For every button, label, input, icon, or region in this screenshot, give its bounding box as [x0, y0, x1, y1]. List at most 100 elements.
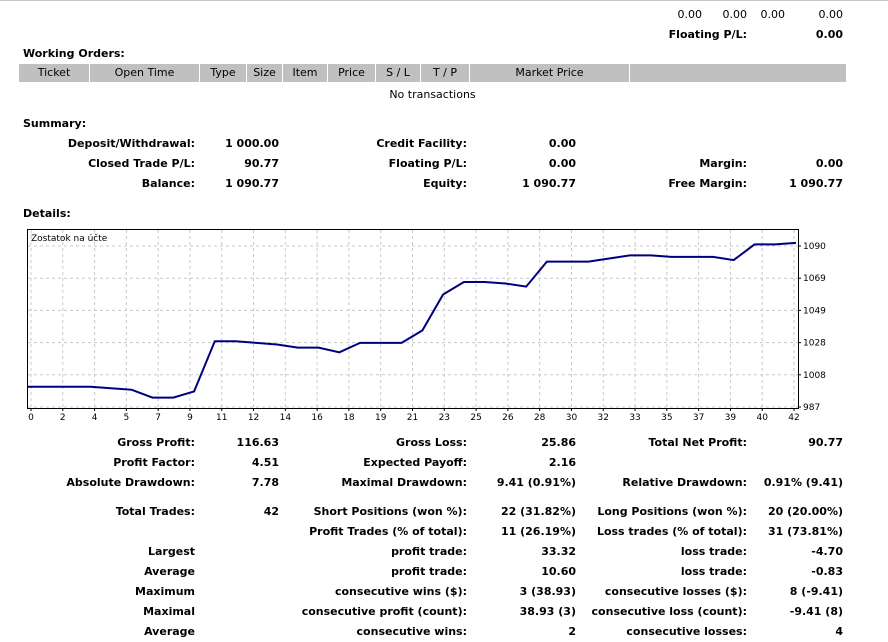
maximal-profit-label: consecutive profit (count): — [301, 605, 467, 618]
total-net-profit-value: 90.77 — [808, 436, 843, 449]
max-consecutive-wins-label: consecutive wins ($): — [334, 585, 467, 598]
chart-x-tick-label: 11 — [216, 413, 227, 423]
average-loss-label: loss trade: — [680, 565, 747, 578]
average-profit-value: 10.60 — [541, 565, 576, 578]
chart-x-tick-label: 26 — [502, 413, 514, 423]
maximal-drawdown-label: Maximal Drawdown: — [341, 476, 467, 489]
chart-y-tick-label: 1028 — [803, 339, 826, 349]
chart-x-tick-label: 35 — [661, 413, 672, 423]
maximal-loss-label: consecutive loss (count): — [591, 605, 747, 618]
loss-trades-label: Loss trades (% of total): — [596, 525, 747, 538]
average-label: Average — [144, 565, 195, 578]
chart-x-tick-label: 30 — [566, 413, 578, 423]
no-transactions-text: No transactions — [389, 88, 476, 101]
balance-label: Balance: — [141, 177, 195, 190]
profit-trades-value: 11 (26.19%) — [500, 525, 576, 538]
profit-factor-label: Profit Factor: — [113, 456, 195, 469]
chart-x-ticks: 0 2 4 5 7 9 11 12 14 16 18 19 21 23 25 26 28 30 32 33 35 37 39… — [28, 408, 800, 423]
max-consecutive-losses-value: 8 (-9.41) — [789, 585, 843, 598]
column-header-open-time[interactable]: Open Time — [90, 64, 200, 82]
maximum-label: Maximum — [135, 585, 195, 598]
chart-x-tick-label: 32 — [598, 413, 609, 423]
average-profit-label: profit trade: — [391, 565, 467, 578]
chart-x-tick-label: 23 — [439, 413, 450, 423]
absolute-drawdown-value: 7.78 — [251, 476, 279, 489]
summary-title: Summary: — [23, 117, 87, 130]
chart-x-tick-label: 42 — [788, 413, 799, 423]
chart-x-tick-label: 5 — [124, 413, 130, 423]
summary-floating-value: 0.00 — [548, 157, 576, 170]
avg-consecutive-losses-value: 4 — [835, 625, 843, 638]
chart-x-tick-label: 2 — [60, 413, 66, 423]
summary-floating-label: Floating P/L: — [388, 157, 467, 170]
chart-series-line — [28, 241, 797, 399]
relative-drawdown-label: Relative Drawdown: — [622, 476, 747, 489]
chart-x-tick-label: 4 — [92, 413, 98, 423]
largest-loss-value: -4.70 — [811, 545, 843, 558]
free-margin-label: Free Margin: — [668, 177, 747, 190]
expected-payoff-label: Expected Payoff: — [363, 456, 467, 469]
chart-y-tick-label: 987 — [803, 403, 820, 413]
largest-profit-value: 33.32 — [541, 545, 576, 558]
maximal-profit-value: 38.93 (3) — [519, 605, 576, 618]
top-value-1: 0.00 — [677, 8, 703, 21]
working-orders-title: Working Orders: — [23, 47, 125, 60]
chart-x-tick-label: 19 — [375, 413, 387, 423]
top-border — [0, 0, 888, 1]
margin-value: 0.00 — [815, 157, 843, 170]
short-positions-value: 22 (31.82%) — [500, 505, 576, 518]
largest-profit-label: profit trade: — [391, 545, 467, 558]
chart-x-tick-label: 28 — [534, 413, 546, 423]
chart-x-tick-label: 9 — [187, 413, 193, 423]
chart-y-tick-label: 1069 — [803, 274, 826, 284]
short-positions-label: Short Positions (won %): — [313, 505, 467, 518]
column-header-ticket[interactable]: Ticket — [19, 64, 90, 82]
chart-x-tick-label: 21 — [407, 413, 418, 423]
chart-x-tick-label: 12 — [248, 413, 259, 423]
column-header-tp[interactable]: T / P — [421, 64, 470, 82]
maximal-label: Maximal — [143, 605, 195, 618]
profit-trades-label: Profit Trades (% of total): — [309, 525, 467, 538]
closed-trade-value: 90.77 — [244, 157, 279, 170]
top-floating-label: Floating P/L: — [668, 28, 747, 41]
avg-consecutive-wins-label: consecutive wins: — [356, 625, 467, 638]
column-header-size[interactable]: Size — [247, 64, 283, 82]
chart-title: Zostatok na účte — [31, 233, 108, 244]
equity-label: Equity: — [423, 177, 467, 190]
largest-loss-label: loss trade: — [680, 545, 747, 558]
largest-label: Largest — [148, 545, 195, 558]
relative-drawdown-value: 0.91% (9.41) — [763, 476, 843, 489]
column-header-market-price[interactable]: Market Price — [470, 64, 630, 82]
column-header-blank — [630, 64, 846, 82]
gross-loss-value: 25.86 — [541, 436, 576, 449]
chart-plot-area — [27, 229, 799, 409]
chart-grid — [28, 230, 798, 408]
chart-y-tick-label: 1008 — [803, 371, 826, 381]
free-margin-value: 1 090.77 — [789, 177, 843, 190]
top-value-2: 0.00 — [722, 8, 748, 21]
chart-x-tick-label: 14 — [280, 413, 292, 423]
total-trades-value: 42 — [263, 505, 279, 518]
average-loss-value: -0.83 — [811, 565, 843, 578]
chart-y-tick-label: 1049 — [803, 306, 826, 316]
column-header-type[interactable]: Type — [200, 64, 247, 82]
long-positions-value: 20 (20.00%) — [767, 505, 843, 518]
chart-x-tick-label: 39 — [725, 413, 737, 423]
chart-y-tick-label: 1090 — [803, 242, 826, 252]
chart-x-tick-label: 37 — [693, 413, 704, 423]
loss-trades-value: 31 (73.81%) — [767, 525, 843, 538]
chart-x-tick-label: 25 — [470, 413, 481, 423]
top-value-3: 0.00 — [760, 8, 786, 21]
total-trades-label: Total Trades: — [115, 505, 195, 518]
column-header-item[interactable]: Item — [283, 64, 328, 82]
maximal-loss-value: -9.41 (8) — [789, 605, 843, 618]
column-header-sl[interactable]: S / L — [376, 64, 421, 82]
chart-x-tick-label: 33 — [629, 413, 640, 423]
column-header-price[interactable]: Price — [328, 64, 376, 82]
balance-chart: Zostatok na účte 0 2 4 5 7 9 11 12 14 16 18 19 21 23 2… — [27, 229, 826, 423]
avg-consecutive-wins-value: 2 — [568, 625, 576, 638]
gross-profit-value: 116.63 — [236, 436, 279, 449]
chart-x-tick-label: 18 — [343, 413, 355, 423]
top-value-4: 0.00 — [818, 8, 844, 21]
maximal-drawdown-value: 9.41 (0.91%) — [496, 476, 576, 489]
